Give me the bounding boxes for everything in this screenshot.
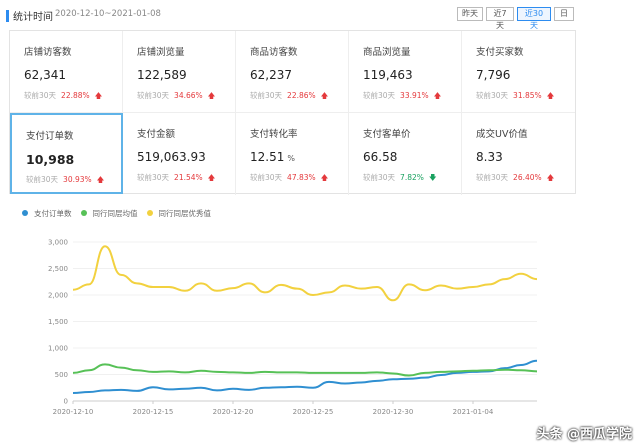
metric-value: 62,237 (250, 68, 292, 82)
page-title: 统计时间 (13, 12, 53, 23)
stats-header: 统计时间 2020-12-10~2021-01-08 昨天 近7天 近30天 日 (0, 0, 640, 30)
metric-compare: 较前30天 30.93% 🡅 (26, 175, 105, 184)
metric-compare: 较前30天 22.88% 🡅 (24, 91, 103, 100)
metric-card-uv-value[interactable]: 成交UV价值 8.33 较前30天 26.40% 🡅 (462, 113, 575, 195)
y-tick-label: 0 (64, 398, 68, 406)
metric-label: 店铺浏览量 (137, 47, 185, 58)
metric-compare: 较前30天 22.86% 🡅 (250, 91, 329, 100)
legend-dot-icon (80, 210, 87, 216)
metric-change: 33.91% (400, 91, 429, 100)
metric-change: 30.93% (63, 175, 92, 184)
arrow-up-icon: 🡅 (207, 91, 216, 100)
metric-value: 122,589 (137, 68, 187, 82)
metric-compare: 较前30天 31.85% 🡅 (476, 91, 555, 100)
metric-card-store-pageviews[interactable]: 店铺浏览量 122,589 较前30天 34.66% 🡅 (123, 31, 236, 113)
series-line-2 (72, 245, 538, 302)
series-line-1 (72, 363, 538, 377)
x-tick-label: 2021-01-04 (453, 408, 494, 416)
y-tick-label: 3,000 (48, 239, 68, 247)
x-tick-label: 2020-12-15 (133, 408, 174, 416)
metric-change: 47.83% (287, 173, 316, 182)
metric-card-paid-orders[interactable]: 支付订单数 10,988 较前30天 30.93% 🡅 (10, 113, 123, 194)
arrow-up-icon: 🡅 (94, 91, 103, 100)
metric-value: 119,463 (363, 68, 413, 82)
legend-item-peer-excellent[interactable]: 同行同层优秀值 (146, 207, 211, 219)
metric-card-payment-amount[interactable]: 支付金额 519,063.93 较前30天 21.54% 🡅 (123, 113, 236, 195)
metric-label: 商品访客数 (250, 47, 298, 58)
y-tick-label: 2,000 (48, 292, 68, 300)
metric-label: 支付客单价 (363, 129, 411, 140)
chart-legend: 支付订单数 同行同层均值 同行同层优秀值 (22, 207, 220, 219)
metric-label: 商品浏览量 (363, 47, 411, 58)
metric-change: 21.54% (174, 173, 203, 182)
arrow-up-icon: 🡅 (546, 91, 555, 100)
y-tick-label: 2,500 (48, 265, 68, 273)
arrow-down-icon: 🡇 (428, 173, 437, 182)
legend-dot-icon (146, 210, 153, 216)
range-yesterday-button[interactable]: 昨天 (457, 7, 483, 21)
metric-compare: 较前30天 21.54% 🡅 (137, 173, 216, 182)
metric-card-avg-order-value[interactable]: 支付客单价 66.58 较前30天 7.82% 🡇 (349, 113, 462, 195)
metric-value: 8.33 (476, 150, 503, 164)
y-tick-label: 1,000 (48, 345, 68, 353)
arrow-up-icon: 🡅 (320, 173, 329, 182)
metric-label: 支付买家数 (476, 47, 524, 58)
metric-card-conversion-rate[interactable]: 支付转化率 12.51% 较前30天 47.83% 🡅 (236, 113, 349, 195)
metric-card-product-pageviews[interactable]: 商品浏览量 119,463 较前30天 33.91% 🡅 (349, 31, 462, 113)
metric-change: 31.85% (513, 91, 542, 100)
metric-label: 店铺访客数 (24, 47, 72, 58)
metric-card-paying-buyers[interactable]: 支付买家数 7,796 较前30天 31.85% 🡅 (462, 31, 575, 113)
range-7days-button[interactable]: 近7天 (486, 7, 514, 30)
metric-label: 支付订单数 (26, 131, 74, 142)
arrow-up-icon: 🡅 (433, 91, 442, 100)
watermark: 头条 @西瓜学院 (536, 427, 632, 442)
x-tick-label: 2020-12-25 (293, 408, 334, 416)
metric-value: 12.51% (250, 150, 295, 164)
metric-card-product-visitors[interactable]: 商品访客数 62,237 较前30天 22.86% 🡅 (236, 31, 349, 113)
metric-change: 22.88% (61, 91, 90, 100)
x-tick-label: 2020-12-10 (53, 408, 94, 416)
metric-compare: 较前30天 34.66% 🡅 (137, 91, 216, 100)
series-line-0 (72, 359, 538, 395)
x-tick-label: 2020-12-20 (213, 408, 254, 416)
arrow-up-icon: 🡅 (320, 91, 329, 100)
metric-change: 34.66% (174, 91, 203, 100)
legend-item-peer-average[interactable]: 同行同层均值 (80, 207, 138, 219)
arrow-up-icon: 🡅 (207, 173, 216, 182)
trend-line-chart: 0 500 1,000 1,500 2,000 2,500 3,000 2020-12-10 2… (48, 239, 538, 416)
metric-unit: % (287, 154, 295, 163)
metric-change: 7.82% (400, 173, 424, 182)
metric-value: 62,341 (24, 68, 66, 82)
range-day-button[interactable]: 日 (554, 7, 574, 21)
metrics-grid: 店铺访客数 62,341 较前30天 22.88% 🡅 店铺浏览量 122,589 … (9, 30, 576, 195)
legend-item-paid-orders[interactable]: 支付订单数 (22, 207, 72, 219)
metric-label: 成交UV价值 (476, 129, 528, 140)
metric-change: 26.40% (513, 173, 542, 182)
x-tick-label: 2020-12-30 (373, 408, 414, 416)
metric-value: 10,988 (26, 152, 75, 167)
metric-card-store-visitors[interactable]: 店铺访客数 62,341 较前30天 22.88% 🡅 (10, 31, 123, 113)
arrow-up-icon: 🡅 (96, 175, 105, 184)
date-range: 2020-12-10~2021-01-08 (55, 9, 161, 19)
legend-dot-icon (22, 210, 28, 216)
metric-value: 66.58 (363, 150, 398, 164)
y-tick-label: 500 (55, 371, 68, 379)
range-30days-button[interactable]: 近30天 (517, 7, 551, 30)
range-selector: 昨天 近7天 近30天 日 (457, 7, 574, 30)
arrow-up-icon: 🡅 (546, 173, 555, 182)
metric-compare: 较前30天 7.82% 🡇 (363, 173, 437, 182)
metric-compare: 较前30天 47.83% 🡅 (250, 173, 329, 182)
metric-value: 7,796 (476, 68, 511, 82)
metric-label: 支付金额 (137, 129, 176, 140)
metric-compare: 较前30天 33.91% 🡅 (363, 91, 442, 100)
metric-label: 支付转化率 (250, 129, 298, 140)
y-tick-label: 1,500 (48, 318, 68, 326)
header-accent-bar (6, 10, 9, 22)
metric-value: 519,063.93 (137, 150, 206, 164)
metric-compare: 较前30天 26.40% 🡅 (476, 173, 555, 182)
metric-change: 22.86% (287, 91, 316, 100)
